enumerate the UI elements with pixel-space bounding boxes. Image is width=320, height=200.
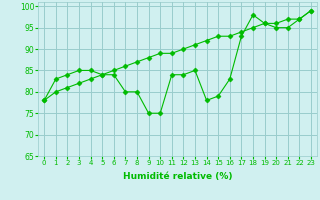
X-axis label: Humidité relative (%): Humidité relative (%) [123,172,232,181]
